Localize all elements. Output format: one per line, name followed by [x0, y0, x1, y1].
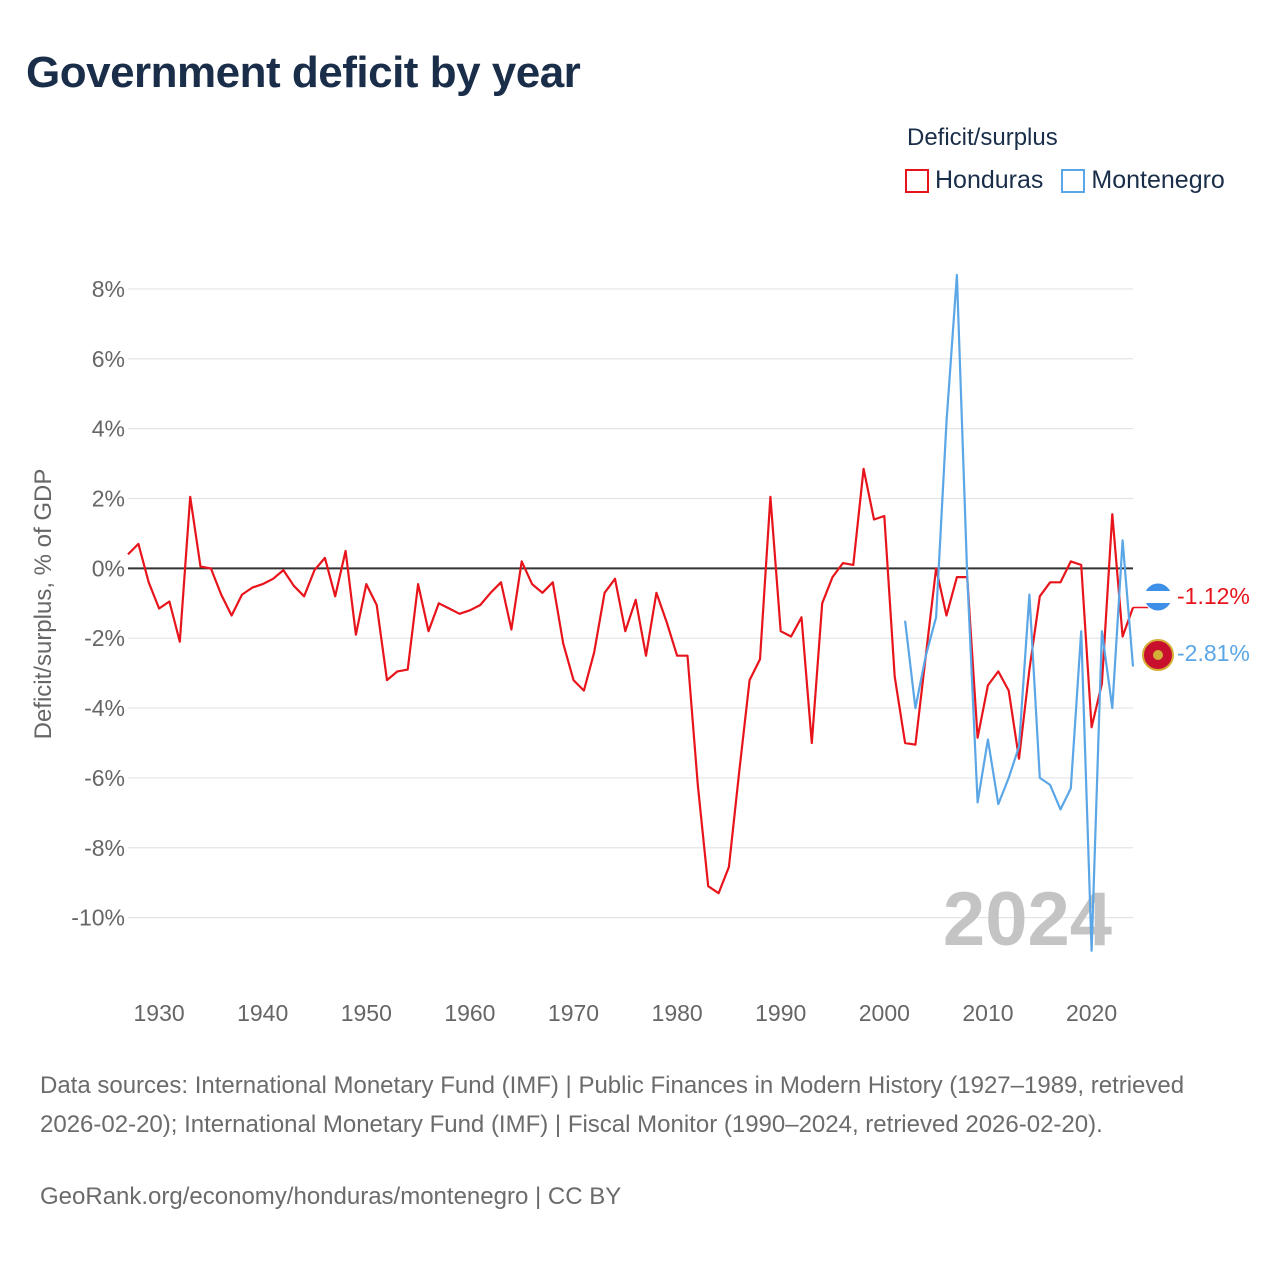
legend: Honduras Montenegro	[905, 166, 1243, 195]
x-tick-label: 1990	[755, 1000, 806, 1026]
legend-item-montenegro[interactable]: Montenegro	[1061, 166, 1225, 195]
x-tick-label: 1930	[133, 1000, 184, 1026]
honduras-end-label: -1.12%	[1177, 583, 1250, 609]
x-tick-label: 2000	[859, 1000, 910, 1026]
y-tick-label: 4%	[92, 416, 125, 442]
legend-item-honduras[interactable]: Honduras	[905, 166, 1043, 195]
year-watermark: 2024	[943, 877, 1112, 962]
y-tick-label: 0%	[92, 555, 125, 581]
x-tick-label: 1940	[237, 1000, 288, 1026]
y-tick-label: 6%	[92, 346, 125, 372]
legend-swatch-montenegro	[1061, 168, 1086, 193]
x-tick-label: 1950	[341, 1000, 392, 1026]
legend-title: Deficit/surplus	[907, 124, 1058, 151]
source-link[interactable]: GeoRank.org/economy/honduras/montenegro …	[40, 1183, 622, 1210]
y-tick-label: -8%	[84, 835, 125, 861]
x-tick-label: 2010	[962, 1000, 1013, 1026]
x-tick-label: 1970	[548, 1000, 599, 1026]
montenegro-flag-emblem	[1153, 650, 1163, 660]
y-tick-label: -10%	[71, 905, 125, 931]
legend-swatch-honduras	[905, 168, 929, 193]
series-line-honduras	[127, 467, 1135, 895]
data-sources: Data sources: International Monetary Fun…	[40, 1072, 1185, 1138]
honduras-flag-stripe	[1144, 591, 1172, 603]
line-chart: 8% 6% 4% 2% 0% -2% -4% -6% -8% -10% 1930 1940 1950 19…	[30, 273, 1250, 1026]
x-tick-label: 1960	[444, 1000, 495, 1026]
y-tick-label: -2%	[84, 625, 125, 651]
honduras-flag-border	[1143, 582, 1173, 612]
legend-label-honduras: Honduras	[935, 166, 1044, 194]
x-tick-label: 2020	[1066, 1000, 1117, 1026]
montenegro-end-label: -2.81%	[1177, 640, 1250, 666]
y-tick-label: 2%	[92, 485, 125, 511]
x-tick-label: 1980	[652, 1000, 703, 1026]
y-tick-label: -6%	[84, 765, 125, 791]
chart-title: Government deficit by year	[26, 48, 581, 97]
legend-label-montenegro: Montenegro	[1091, 166, 1225, 194]
y-axis-label: Deficit/surplus, % of GDP	[30, 469, 57, 740]
series-line-montenegro	[904, 273, 1135, 952]
y-tick-label: -4%	[84, 695, 125, 721]
y-tick-label: 8%	[92, 276, 125, 302]
